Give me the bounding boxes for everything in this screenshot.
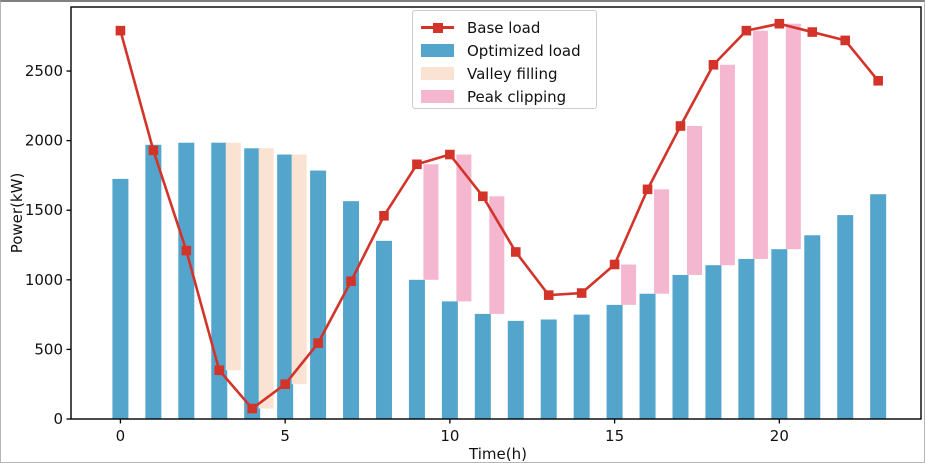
- legend-label-optimized-load: Optimized load: [467, 41, 581, 60]
- legend-item-base-load: Base load: [421, 16, 596, 39]
- optimized-load-bar-h6: [310, 170, 327, 419]
- y-tick-label: 2000: [25, 132, 63, 150]
- base-load-line-marker-icon: [421, 21, 454, 34]
- base-load-marker-h14: [576, 288, 587, 298]
- base-load-marker-h1: [148, 145, 159, 156]
- base-load-marker-h16: [642, 184, 653, 195]
- x-tick-label: 20: [770, 427, 789, 445]
- base-load-marker-h10: [445, 149, 455, 160]
- optimized-load-bar-h12: [507, 320, 524, 419]
- base-load-marker-h9: [412, 159, 422, 170]
- optimized-load-bar-h10: [441, 301, 458, 419]
- legend-label-peak-clipping: Peak clipping: [467, 87, 567, 106]
- base-load-marker-h5: [280, 379, 290, 390]
- optimized-load-bar-h19: [738, 258, 755, 419]
- optimized-load-swatch-icon: [421, 44, 454, 57]
- optimized-load-bar-h11: [474, 313, 491, 419]
- y-tick-label: 1500: [25, 201, 63, 219]
- legend-label-valley-filling: Valley filling: [467, 64, 558, 83]
- plot-frame: [70, 6, 922, 420]
- optimized-load-bar-h15: [606, 304, 623, 419]
- optimized-load-bar-h20: [771, 249, 788, 419]
- legend-item-peak-clipping: Peak clipping: [421, 85, 596, 108]
- valley-filling-bar-h4: [258, 148, 274, 409]
- base-load-marker-h15: [609, 259, 620, 270]
- base-load-marker-h17: [675, 121, 686, 131]
- base-load-marker-h8: [379, 210, 389, 221]
- peak-clipping-swatch-icon: [421, 90, 454, 103]
- base-load-marker-h20: [774, 18, 785, 29]
- optimized-load-bar-h7: [343, 201, 360, 419]
- y-tick-label: 2500: [25, 62, 63, 80]
- base-load-marker-h21: [807, 27, 818, 37]
- base-load-line: [119, 22, 880, 410]
- x-tick-label: 10: [440, 427, 459, 445]
- y-axis-title: Power(kW): [8, 173, 26, 254]
- base-load-marker-h2: [181, 245, 192, 256]
- axes-layer: 0 5 10 15 20 0 500 1000 1500 2000 2500: [25, 6, 922, 445]
- optimized-load-bar-h13: [540, 319, 557, 419]
- y-tick-label: 500: [34, 340, 63, 358]
- optimized-load-bar-h9: [408, 279, 425, 419]
- base-load-marker-h6: [313, 338, 323, 348]
- peak-clipping-bar-h19: [752, 30, 768, 259]
- legend-item-optimized-load: Optimized load: [421, 39, 596, 62]
- optimized-load-bar-h18: [705, 265, 722, 419]
- base-load-marker-h7: [346, 276, 356, 287]
- base-load-marker-h12: [510, 247, 521, 257]
- x-tick-label: 0: [116, 427, 126, 445]
- base-load-marker-h23: [873, 75, 883, 86]
- base-load-marker-h18: [708, 59, 719, 70]
- optimized-load-bar-h8: [375, 240, 392, 419]
- base-load-marker-h22: [840, 35, 851, 46]
- peak-clipping-bar-h18: [719, 64, 735, 266]
- bars-layer: [112, 23, 887, 420]
- peak-clipping-bar-h17: [686, 126, 702, 275]
- base-load-line-layer: [115, 18, 883, 414]
- optimized-load-bar-h1: [145, 144, 162, 419]
- optimized-load-bar-h16: [639, 293, 656, 419]
- optimized-load-bar-h2: [178, 142, 195, 419]
- base-load-marker-h13: [543, 290, 554, 300]
- optimized-load-bar-h21: [804, 235, 821, 419]
- base-load-marker-h3: [214, 365, 225, 376]
- y-tick-label: 1000: [25, 271, 63, 289]
- optimized-load-bar-h4: [244, 148, 261, 419]
- optimized-load-bar-h17: [672, 274, 689, 419]
- optimized-load-bar-h0: [112, 178, 129, 419]
- valley-filling-bar-h3: [225, 142, 241, 371]
- x-axis-title: Time(h): [468, 445, 527, 463]
- valley-filling-bar-h5: [291, 154, 307, 385]
- peak-clipping-bar-h16: [654, 189, 670, 294]
- peak-clipping-bar-h20: [785, 23, 801, 250]
- x-tick-label: 5: [280, 427, 290, 445]
- base-load-marker-h0: [115, 25, 126, 36]
- optimized-load-bar-h23: [870, 194, 887, 419]
- base-load-marker-h11: [478, 191, 488, 202]
- legend: Base load Optimized load Valley filling …: [412, 10, 597, 109]
- x-tick-label: 15: [605, 427, 624, 445]
- optimized-load-bar-h5: [277, 154, 294, 420]
- optimized-load-bar-h3: [211, 142, 228, 419]
- base-load-marker-h19: [741, 25, 752, 36]
- peak-clipping-bar-h15: [621, 264, 637, 305]
- base-load-marker-h4: [247, 403, 258, 414]
- y-tick-label: 0: [53, 410, 63, 428]
- peak-clipping-bar-h9: [423, 164, 439, 280]
- legend-item-valley-filling: Valley filling: [421, 62, 596, 85]
- optimized-load-bar-h22: [837, 215, 854, 419]
- optimized-load-bar-h14: [573, 314, 590, 419]
- peak-clipping-bar-h10: [456, 154, 472, 302]
- valley-filling-swatch-icon: [421, 67, 454, 80]
- peak-clipping-bar-h11: [489, 196, 505, 314]
- legend-label-base-load: Base load: [467, 18, 541, 37]
